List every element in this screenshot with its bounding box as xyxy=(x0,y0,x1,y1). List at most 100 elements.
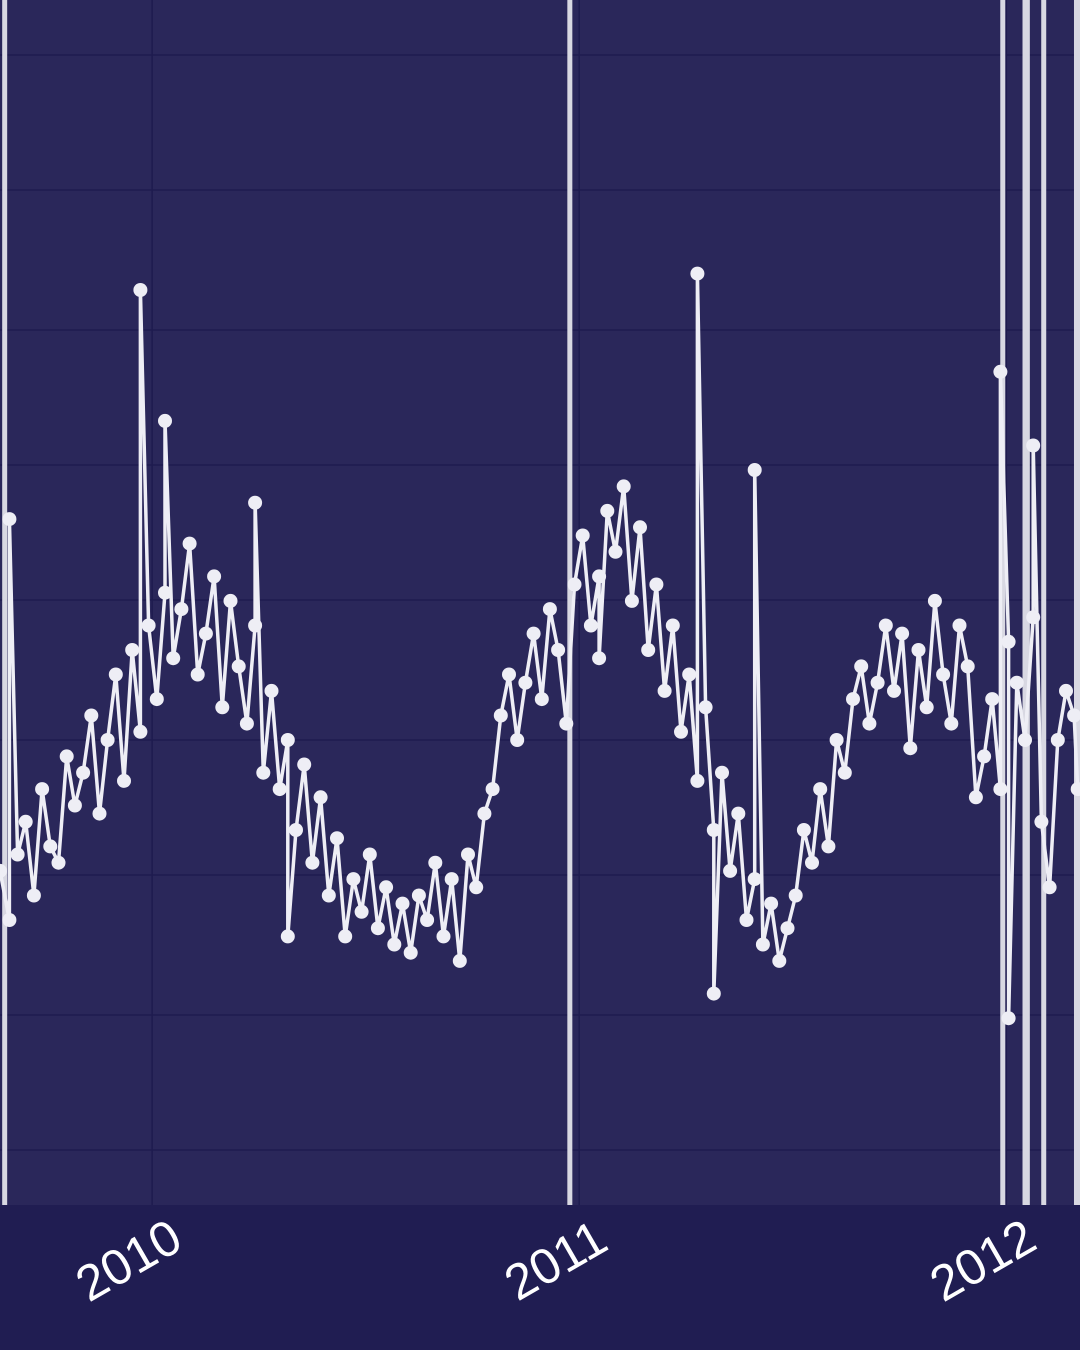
series-point xyxy=(60,749,74,763)
series-point xyxy=(133,725,147,739)
series-point xyxy=(600,504,614,518)
series-point xyxy=(625,594,639,608)
series-point xyxy=(158,586,172,600)
series-point xyxy=(68,799,82,813)
series-point xyxy=(371,921,385,935)
series-point xyxy=(805,856,819,870)
series-point xyxy=(641,643,655,657)
series-point xyxy=(993,782,1007,796)
series-point xyxy=(1018,733,1032,747)
plot-area xyxy=(0,0,1080,1205)
series-point xyxy=(387,938,401,952)
series-point xyxy=(1026,610,1040,624)
series-point xyxy=(649,578,663,592)
series-point xyxy=(846,692,860,706)
series-point xyxy=(174,602,188,616)
series-point xyxy=(690,267,704,281)
series-point xyxy=(158,414,172,428)
series-point xyxy=(756,938,770,952)
series-point xyxy=(338,929,352,943)
series-point xyxy=(723,864,737,878)
series-point xyxy=(379,880,393,894)
series-point xyxy=(265,684,279,698)
series-point xyxy=(969,790,983,804)
series-point xyxy=(215,700,229,714)
series-point xyxy=(993,365,1007,379)
series-point xyxy=(314,790,328,804)
series-point xyxy=(428,856,442,870)
series-point xyxy=(281,733,295,747)
series-point xyxy=(838,766,852,780)
series-point xyxy=(404,946,418,960)
series-point xyxy=(494,709,508,723)
series-point xyxy=(527,627,541,641)
series-point xyxy=(346,872,360,886)
series-point xyxy=(11,848,25,862)
series-point xyxy=(830,733,844,747)
series-point xyxy=(748,872,762,886)
series-point xyxy=(117,774,131,788)
series-point xyxy=(1002,1011,1016,1025)
series-point xyxy=(944,717,958,731)
series-point xyxy=(297,758,311,772)
series-point xyxy=(2,913,16,927)
series-point xyxy=(330,831,344,845)
series-point xyxy=(887,684,901,698)
series-point xyxy=(305,856,319,870)
series-point xyxy=(772,954,786,968)
series-point xyxy=(871,676,885,690)
series-point xyxy=(633,520,647,534)
series-point xyxy=(715,766,729,780)
series-point xyxy=(936,668,950,682)
series-point xyxy=(27,889,41,903)
series-point xyxy=(486,782,500,796)
series-point xyxy=(707,823,721,837)
series-point xyxy=(1059,684,1073,698)
series-point xyxy=(1043,880,1057,894)
series-point xyxy=(707,987,721,1001)
series-point xyxy=(437,929,451,943)
series-point xyxy=(207,569,221,583)
series-point xyxy=(953,619,967,633)
series-point xyxy=(912,643,926,657)
series-point xyxy=(289,823,303,837)
series-point xyxy=(461,848,475,862)
series-point xyxy=(813,782,827,796)
series-point xyxy=(150,692,164,706)
series-point xyxy=(518,676,532,690)
series-point xyxy=(961,659,975,673)
series-point xyxy=(232,659,246,673)
series-point xyxy=(396,897,410,911)
series-point xyxy=(617,479,631,493)
series-point xyxy=(224,594,238,608)
series-point xyxy=(2,512,16,526)
series-point xyxy=(445,872,459,886)
series-point xyxy=(355,905,369,919)
series-point xyxy=(1002,635,1016,649)
series-point xyxy=(740,913,754,927)
series-point xyxy=(109,668,123,682)
series-point xyxy=(666,619,680,633)
series-point xyxy=(609,545,623,559)
series-point xyxy=(928,594,942,608)
series-point xyxy=(789,889,803,903)
series-point xyxy=(43,839,57,853)
series-point xyxy=(281,929,295,943)
series-point xyxy=(920,700,934,714)
series-point xyxy=(322,889,336,903)
series-point xyxy=(977,749,991,763)
series-point xyxy=(895,627,909,641)
series-point xyxy=(477,807,491,821)
series-point xyxy=(559,717,573,731)
series-point xyxy=(1026,439,1040,453)
series-point xyxy=(248,496,262,510)
series-point xyxy=(273,782,287,796)
series-point xyxy=(535,692,549,706)
series-point xyxy=(764,897,778,911)
series-point xyxy=(985,692,999,706)
series-point xyxy=(166,651,180,665)
series-point xyxy=(469,880,483,894)
series-point xyxy=(52,856,66,870)
series-point xyxy=(674,725,688,739)
